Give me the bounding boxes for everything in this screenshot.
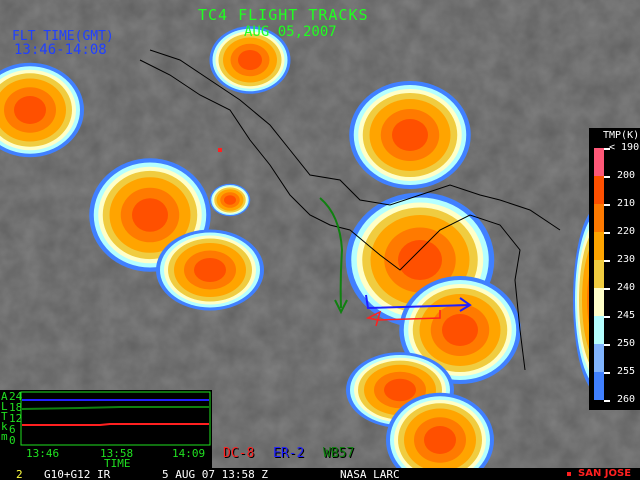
coastline [139,49,561,371]
cloud-contour [384,378,416,402]
colorbar-tick [604,232,610,234]
cloud-contour [442,314,478,346]
colorbar-tick [604,204,610,206]
axis-letter: A [1,390,8,403]
y-tick-label: 0 [9,434,16,447]
axis-letter: k [1,420,8,433]
legend-item-wb57: WB57 [323,446,355,461]
track-wb57-arrow [334,299,348,315]
colorbar-segment [594,372,604,400]
frame-number: 2 [16,468,23,480]
map-date: AUG 05,2007 [244,24,337,40]
legend-item-dc-8: DC-8 [223,446,255,461]
track-er2 [365,294,471,310]
colorbar-label: 260 [617,394,636,405]
colorbar-segment [594,260,604,288]
series-wb57 [21,406,209,410]
colorbar-tick [604,148,610,150]
colorbar-label: 210 [617,198,636,209]
temperature-colorbar: TMP(K) < 190 200 210 220 230 240 245 250 255 260 [589,128,640,410]
san-jose-marker [218,148,222,152]
flight-time-range: 13:46-14:08 [14,42,107,58]
flight-time-label: FLT TIME(GMT) [12,29,114,44]
colorbar-segment [594,316,604,344]
colorbar-segment [594,344,604,372]
colorbar-tick [604,400,610,402]
x-tick-label: 13:58 [100,447,134,460]
colorbar-segment [594,176,604,204]
axis-letter: L [1,400,8,413]
cloud-contour [392,119,428,151]
colorbar-segment [594,204,604,232]
colorbar-title: TMP(K) [603,130,640,141]
colorbar-tick [604,316,610,318]
status-bar: 2 G10+G12 IR 5 AUG 07 13:58 Z NASA LARC … [0,468,640,480]
colorbar-label: 220 [617,226,636,237]
colorbar-segment [594,288,604,316]
cloud-contour [238,50,262,70]
legend-item-er-2: ER-2 [273,446,305,461]
track-wb57 [319,197,344,309]
x-tick-label: 14:09 [172,447,206,460]
cloud-contour [424,426,456,454]
track-dc8 [365,310,441,327]
cloud-contour [398,240,442,280]
cloud-contour [132,198,168,232]
colorbar-tick [604,176,610,178]
colorbar-tick [604,372,610,374]
axis-letter: T [1,410,8,423]
y-tick-label: 6 [9,423,16,436]
chart-frame [20,391,211,446]
y-tick-label: 12 [9,412,23,425]
colorbar-segment [594,148,604,176]
cloud-contour [194,258,226,282]
datetime-label: 5 AUG 07 13:58 Z [162,468,268,480]
axis-letter: m [1,430,8,443]
y-tick-label: 18 [9,401,23,414]
sensor-label: G10+G12 IR [44,468,111,480]
colorbar-label: 200 [617,170,636,181]
location-label: SAN JOSE [578,468,632,479]
cloud-contour [14,96,46,124]
x-axis-label: TIME [104,457,131,470]
track-er2-arrow [459,297,472,312]
colorbar-tick [604,344,610,346]
colorbar-tick [604,288,610,290]
colorbar-label: < 190 [609,142,640,153]
location-marker-icon [567,472,571,476]
map-title: TC4 FLIGHT TRACKS [198,6,369,24]
colorbar-label: 240 [617,282,636,293]
colorbar-segment [594,232,604,260]
colorbar-label: 245 [617,310,636,321]
x-tick-label: 13:46 [26,447,60,460]
colorbar-label: 230 [617,254,636,265]
source-label: NASA LARC [340,468,400,480]
colorbar-label: 250 [617,338,636,349]
series-dc8 [22,423,209,426]
y-tick-label: 24 [9,390,23,403]
colorbar-tick [604,260,610,262]
cloud-contour [224,195,236,205]
colorbar-label: 255 [617,366,636,377]
